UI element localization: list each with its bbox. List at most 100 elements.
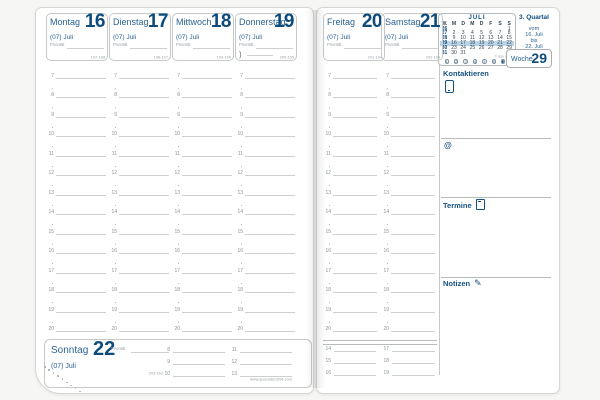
mini-calendar-day: 17 bbox=[460, 40, 466, 47]
hour-line bbox=[240, 376, 292, 377]
hour-line bbox=[333, 136, 377, 138]
pencil-icon: ✎ bbox=[474, 279, 482, 289]
day-of-year: 200-165 bbox=[279, 56, 294, 60]
hour-label: 8 bbox=[51, 92, 54, 99]
hour-line bbox=[56, 330, 106, 332]
hour-line bbox=[391, 214, 435, 216]
half-hour-dot bbox=[115, 302, 116, 304]
half-hour-dot bbox=[387, 321, 388, 323]
day-month: (07) Juli bbox=[176, 34, 200, 41]
hour-label: 15 bbox=[325, 358, 331, 364]
hour-line bbox=[333, 253, 377, 255]
hour-line bbox=[333, 272, 377, 274]
day-of-year: 197-168 bbox=[90, 56, 105, 60]
sidebar-divider bbox=[439, 64, 440, 375]
half-hour-dot bbox=[178, 165, 179, 167]
day-header-samstag: Samstag 21 (07) Juli Priorität 202-163 bbox=[381, 11, 443, 61]
half-hour-dot bbox=[178, 243, 179, 245]
hour-label: 9 bbox=[386, 111, 389, 118]
hour-label: 20 bbox=[325, 325, 331, 332]
mini-calendar-dow: D bbox=[479, 21, 484, 27]
priority-label: Priorität bbox=[113, 43, 128, 48]
half-hour-dot bbox=[52, 88, 53, 89]
hour-label: 18 bbox=[48, 287, 54, 294]
hour-label: 14 bbox=[325, 346, 331, 352]
mini-calendar-day: 30 bbox=[451, 50, 457, 56]
hour-line bbox=[56, 253, 106, 255]
half-hour-dot bbox=[178, 146, 179, 148]
priority-line bbox=[344, 48, 381, 49]
week-range-to: 22. Juli bbox=[525, 44, 543, 50]
half-hour-dot bbox=[52, 302, 53, 304]
week-number: 29 bbox=[531, 50, 547, 66]
week-range-vom: vom bbox=[528, 26, 540, 32]
hour-line bbox=[333, 214, 377, 216]
hour-line bbox=[119, 330, 169, 332]
mini-calendar-day: 12 bbox=[478, 35, 485, 42]
half-hour-dot bbox=[178, 107, 179, 109]
half-hour-dot bbox=[115, 185, 116, 187]
hour-line bbox=[173, 352, 225, 353]
hour-label: 8 bbox=[167, 347, 170, 353]
hour-label: 19 bbox=[325, 306, 331, 313]
hour-line bbox=[245, 330, 295, 332]
hour-label: 17 bbox=[111, 267, 117, 274]
hour-line bbox=[333, 78, 377, 79]
hour-line bbox=[391, 233, 435, 235]
hour-label: 11 bbox=[111, 150, 117, 157]
hour-line bbox=[119, 214, 169, 216]
mini-calendar-footer-circle: 6 bbox=[491, 59, 497, 64]
clipboard-icon bbox=[475, 199, 485, 210]
mini-calendar-day: 25 bbox=[469, 45, 476, 52]
hour-line bbox=[245, 253, 295, 255]
hour-label: 7 bbox=[114, 73, 117, 79]
hour-line bbox=[119, 311, 169, 313]
hour-label: 13 bbox=[237, 189, 243, 196]
hour-label: 10 bbox=[111, 131, 117, 138]
mini-calendar-dow: F bbox=[489, 21, 493, 27]
half-hour-dot bbox=[387, 185, 388, 187]
hour-line bbox=[245, 214, 295, 216]
hour-line bbox=[119, 116, 169, 118]
perforation-dot bbox=[79, 390, 81, 393]
day-number: 16 bbox=[84, 11, 106, 32]
hour-label: 9 bbox=[114, 111, 117, 118]
priority-line bbox=[131, 352, 169, 353]
day-header-donnerstag: Donnerstag 19 (07) Juli Priorität 200-165) bbox=[235, 11, 297, 61]
hour-line bbox=[56, 233, 106, 235]
priority-label: Priorität bbox=[111, 347, 126, 352]
half-hour-dot bbox=[115, 107, 116, 109]
mini-calendar-week-number: 28 bbox=[441, 35, 448, 42]
left-page: Montag 16 (07) Juli Priorität 197-168 7 8 9 10 11… bbox=[35, 7, 314, 394]
half-hour-dot bbox=[329, 107, 330, 109]
hour-label: 10 bbox=[164, 371, 170, 377]
hour-label: 8 bbox=[386, 92, 389, 99]
half-hour-dot bbox=[387, 88, 388, 89]
hour-label: 14 bbox=[383, 209, 389, 216]
hour-label: 11 bbox=[174, 150, 180, 157]
mini-calendar-day: 7 bbox=[498, 30, 502, 37]
hour-label: 20 bbox=[237, 325, 243, 332]
hour-line bbox=[333, 97, 377, 99]
half-hour-dot bbox=[329, 321, 330, 323]
week-label: Woche bbox=[511, 56, 533, 63]
half-hour-dot bbox=[178, 185, 179, 187]
day-header-sonntag: Sonntag 22 (07) Juli Priorität 203-162 8 9 10 11… bbox=[44, 338, 312, 388]
hour-line bbox=[182, 155, 232, 157]
half-hour-dot bbox=[52, 224, 53, 226]
half-hour-dot bbox=[52, 204, 53, 206]
perforation-dot bbox=[44, 366, 46, 368]
hour-line bbox=[119, 155, 169, 157]
half-hour-dot bbox=[178, 302, 179, 304]
hour-line bbox=[392, 351, 435, 352]
half-hour-dot bbox=[52, 185, 53, 187]
hour-line bbox=[56, 97, 106, 99]
priority-label: Priorität bbox=[50, 43, 65, 48]
mini-calendar-footer-circle: 4 bbox=[472, 59, 478, 64]
half-hour-dot bbox=[241, 185, 242, 187]
hour-line bbox=[119, 175, 169, 177]
week-range-from: 16. Juli bbox=[525, 32, 543, 38]
perforation-dot bbox=[57, 375, 59, 377]
hour-label: 11 bbox=[48, 150, 54, 157]
half-hour-dot bbox=[52, 243, 53, 245]
